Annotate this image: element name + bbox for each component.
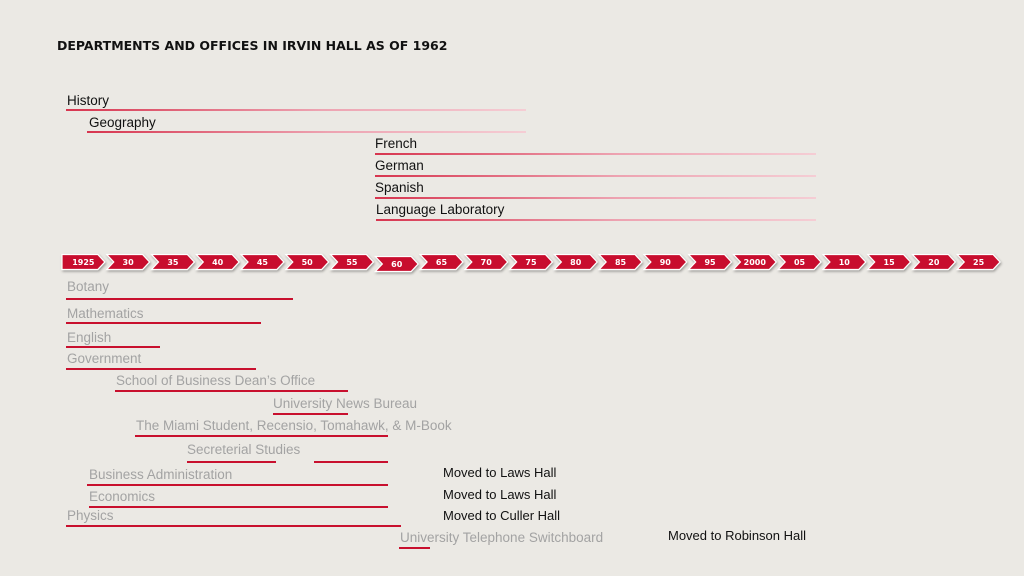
timeline-segment-60 [373,255,419,273]
bar-english [66,346,160,348]
timeline-tick-05: 05 [793,258,806,267]
label-french: French [375,136,418,151]
bar-switchboard [399,547,430,549]
bar-miami-student [135,435,388,437]
timeline-tick-60: 60 [391,260,403,269]
timeline-segment-45 [239,253,285,271]
timeline-tick-50: 50 [301,258,313,267]
page-title: DEPARTMENTS AND OFFICES IN IRVIN HALL AS… [57,38,448,53]
bar-secretarial-2 [314,461,388,463]
timeline-segment-10 [821,253,867,271]
timeline-segment-30 [105,253,151,271]
bar-language-laboratory [376,219,816,221]
timeline-segment-70 [463,253,509,271]
bar-secretarial-1 [187,461,276,463]
label-physics: Physics [67,508,114,523]
timeline-segment-55 [329,253,375,271]
timeline-segment-40 [194,253,240,271]
note-business-admin: Moved to Laws Hall [443,465,557,480]
timeline-segment-2000 [732,253,778,271]
label-botany: Botany [67,279,110,294]
timeline-tick-2000: 2000 [743,258,766,267]
timeline-segment-1925 [61,253,106,271]
timeline-tick-65: 65 [435,258,448,267]
timeline-segment-50 [284,253,330,271]
timeline-tick-75: 75 [525,258,537,267]
timeline-segment-80 [553,253,598,271]
bar-economics [89,506,388,508]
timeline-segment-65 [418,253,464,271]
bar-business-admin [87,484,388,486]
bar-french [375,153,816,155]
timeline-tick-55: 55 [346,258,358,267]
timeline-tick-15: 15 [883,258,895,267]
timeline-segment-05 [776,253,822,271]
label-german: German [375,158,424,173]
label-economics: Economics [89,489,156,504]
label-miami-student: The Miami Student, Recensio, Tomahawk, &… [136,418,452,433]
timeline-segment-15 [866,253,912,271]
timeline-segment-20 [911,253,957,271]
label-secretarial: Secreterial Studies [187,442,301,457]
timeline-segment-90 [642,253,688,271]
label-geography: Geography [89,115,156,130]
timeline-tick-25: 25 [973,258,985,267]
note-switchboard: Moved to Robinson Hall [668,528,807,543]
label-government: Government [67,351,142,366]
label-spanish: Spanish [375,180,424,195]
timeline-segment-95 [687,253,733,271]
timeline-tick-1925: 1925 [72,258,95,267]
bar-german [375,175,816,177]
bar-history [66,109,526,111]
timeline-tick-10: 10 [838,258,850,267]
timeline-tick-70: 70 [480,258,492,267]
timeline-tick-30: 30 [122,258,134,267]
timeline-tick-85: 85 [614,258,627,267]
timeline-segment-85 [597,253,643,271]
note-economics: Moved to Laws Hall [443,487,557,502]
label-business-admin: Business Administration [89,467,233,482]
timeline-tick-45: 45 [256,258,268,267]
label-switchboard: University Telephone Switchboard [400,530,604,545]
note-physics: Moved to Culler Hall [443,508,561,523]
bar-spanish [375,197,816,199]
label-mathematics: Mathematics [67,306,144,321]
label-english: English [67,330,112,345]
timeline-tick-95: 95 [704,258,716,267]
bar-geography [87,131,526,133]
timeline-segment-75 [508,253,554,271]
timeline-segment-25 [955,253,1001,271]
timeline-tick-90: 90 [659,258,671,267]
bar-news-bureau [273,413,348,415]
timeline-tick-40: 40 [212,258,224,267]
bar-physics [66,525,401,527]
label-news-bureau: University News Bureau [273,396,418,411]
bar-botany [66,298,293,300]
bar-government [66,368,256,370]
timeline-tick-80: 80 [570,258,582,267]
label-business-dean: School of Business Dean’s Office [116,373,316,388]
bar-business-dean [115,390,348,392]
label-history: History [67,93,110,108]
label-language-laboratory: Language Laboratory [376,202,505,217]
timeline-tick-20: 20 [928,258,940,267]
timeline-tick-35: 35 [167,258,179,267]
bar-mathematics [66,322,261,324]
timeline-segment-35 [150,253,196,271]
